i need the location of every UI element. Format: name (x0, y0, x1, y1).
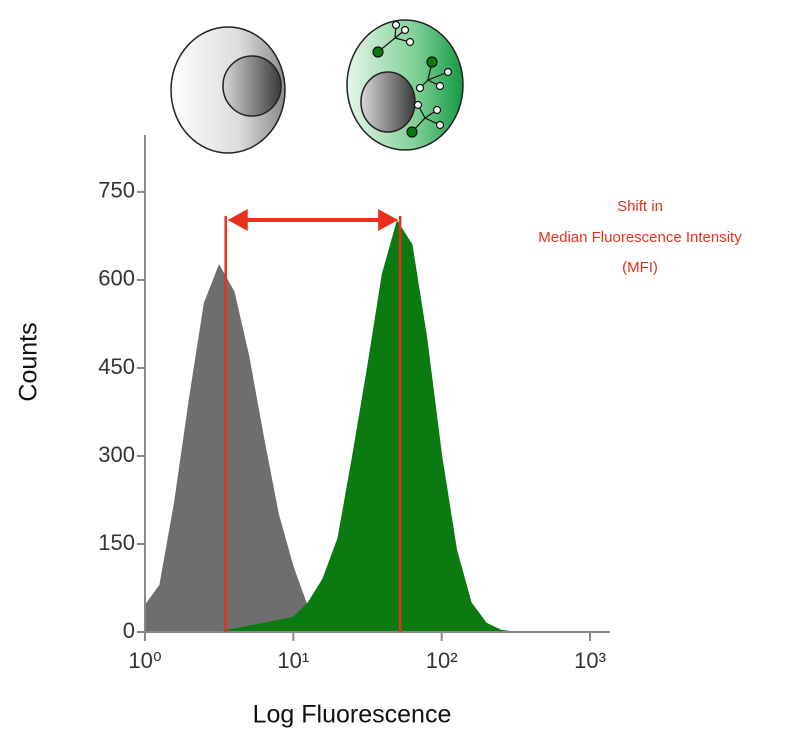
x-tick-label: 10² (426, 648, 458, 673)
x-tick-label: 10¹ (277, 648, 309, 673)
y-tick-label: 750 (98, 178, 135, 203)
arrow-head (227, 209, 248, 231)
y-tick-label: 600 (98, 266, 135, 291)
annotation: Shift in (617, 198, 663, 215)
cell-icons (170, 19, 464, 154)
annotation: Median Fluorescence Intensity (538, 229, 742, 246)
x-tick-label: 10⁰ (128, 648, 161, 673)
y-tick-label: 300 (98, 442, 135, 467)
annotation: (MFI) (622, 259, 658, 276)
x-axis-title: Log Fluorescence (253, 701, 452, 729)
y-tick-label: 0 (123, 618, 135, 643)
y-axis-title: Counts (15, 322, 43, 401)
arrow-head (378, 209, 399, 231)
y-tick-label: 450 (98, 354, 135, 379)
x-tick-label: 10³ (574, 648, 606, 673)
y-tick-label: 150 (98, 530, 135, 555)
